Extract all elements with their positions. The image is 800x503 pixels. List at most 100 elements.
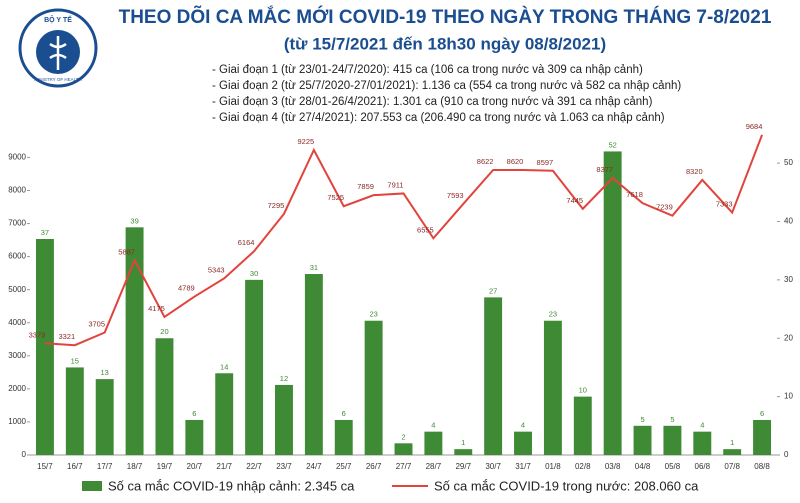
legend-label: Số ca mắc COVID-19 trong nước: 208.060 c… (434, 478, 699, 493)
value-label: 8620 (507, 157, 524, 166)
value-label: 31 (310, 263, 318, 272)
bar (95, 379, 114, 455)
x-tick-label: 24/7 (306, 462, 322, 471)
value-label: 4 (431, 421, 435, 430)
bar (484, 297, 503, 455)
bar (155, 338, 174, 455)
y-tick-label: 6000 (8, 252, 26, 261)
value-label: 7593 (447, 191, 464, 200)
value-label: 3321 (58, 332, 75, 341)
value-label: 8597 (537, 158, 554, 167)
value-label: 14 (220, 362, 228, 371)
bar (334, 419, 353, 455)
value-label: 30 (250, 269, 258, 278)
value-label: 6555 (417, 225, 434, 234)
x-tick-label: 02/8 (575, 462, 591, 471)
value-label: 13 (101, 368, 109, 377)
bar (35, 239, 54, 455)
y-tick-label: 2000 (8, 384, 26, 393)
x-tick-label: 20/7 (187, 462, 203, 471)
value-label: 8377 (596, 165, 613, 174)
bar (693, 431, 712, 455)
value-label: 7295 (268, 201, 285, 210)
value-label: 10 (579, 386, 587, 395)
logo: BỘ Y TẾ MINISTRY OF HEALTH (18, 8, 98, 88)
note: - Giai đoạn 3 (từ 28/01-26/4/2021): 1.30… (212, 96, 653, 108)
value-label: 52 (608, 140, 616, 149)
bar (753, 419, 772, 455)
x-tick-label: 29/7 (455, 462, 471, 471)
y-tick-label: 7000 (8, 219, 26, 228)
value-label: 1 (461, 438, 465, 447)
value-label: 4175 (148, 304, 165, 313)
value-label: 3705 (88, 319, 105, 328)
x-tick-label: 31/7 (515, 462, 531, 471)
value-label: 6164 (238, 238, 255, 247)
value-label: 6 (192, 409, 196, 418)
y-tick-label: 8000 (8, 186, 26, 195)
x-tick-label: 07/8 (724, 462, 740, 471)
value-label: 23 (549, 310, 557, 319)
x-tick-label: 25/7 (336, 462, 352, 471)
value-label: 27 (489, 286, 497, 295)
x-tick-label: 15/7 (37, 462, 53, 471)
y2-tick-label: 30 (784, 275, 793, 284)
bar (633, 425, 652, 455)
x-tick-label: 01/8 (545, 462, 561, 471)
legend-swatch (82, 481, 102, 491)
x-tick-label: 08/8 (754, 462, 770, 471)
value-label: 6 (760, 409, 764, 418)
y-tick-label: 9000 (8, 153, 26, 162)
bar (514, 431, 532, 455)
x-tick-label: 27/7 (396, 462, 412, 471)
value-label: 5 (640, 415, 644, 424)
value-label: 4 (521, 421, 525, 430)
bar (424, 431, 443, 455)
value-label: 15 (71, 356, 79, 365)
x-tick-label: 04/8 (635, 462, 651, 471)
value-label: 37 (41, 228, 49, 237)
value-label: 7618 (626, 190, 643, 199)
y-tick-label: 1000 (8, 417, 26, 426)
value-label: 4789 (178, 284, 195, 293)
value-label: 20 (160, 327, 168, 336)
value-label: 9684 (746, 122, 763, 131)
value-label: 7333 (716, 200, 733, 209)
x-tick-label: 28/7 (426, 462, 442, 471)
bar (543, 320, 562, 455)
y2-tick-label: 40 (784, 217, 793, 226)
bar (663, 425, 682, 455)
x-tick-label: 30/7 (485, 462, 501, 471)
x-tick-label: 05/8 (665, 462, 681, 471)
x-tick-label: 17/7 (97, 462, 113, 471)
bar (65, 367, 84, 455)
x-tick-label: 21/7 (216, 462, 232, 471)
note: - Giai đoạn 1 (từ 23/01-24/7/2020): 415 … (212, 64, 643, 76)
chart-title: THEO DÕI CA MẮC MỚI COVID-19 THEO NGÀY T… (119, 6, 772, 28)
bar (215, 373, 234, 455)
x-tick-label: 19/7 (157, 462, 173, 471)
bar (573, 396, 592, 455)
value-label: 4 (700, 421, 704, 430)
y2-tick-label: 20 (784, 333, 793, 342)
legend-label: Số ca mắc COVID-19 nhập cảnh: 2.345 ca (108, 478, 355, 493)
y-tick-label: 4000 (8, 318, 26, 327)
bar (185, 419, 204, 455)
chart-subtitle: (từ 15/7/2021 đến 18h30 ngày 08/8/2021) (284, 34, 606, 53)
value-label: 7239 (656, 203, 673, 212)
y2-tick-label: 0 (784, 450, 789, 459)
value-label: 7859 (357, 182, 374, 191)
x-tick-label: 18/7 (127, 462, 143, 471)
value-label: 7525 (327, 193, 344, 202)
value-label: 5 (670, 415, 674, 424)
value-label: 2 (401, 432, 405, 441)
value-label: 1 (730, 438, 734, 447)
x-tick-label: 16/7 (67, 462, 83, 471)
logo-text: MINISTRY OF HEALTH (34, 77, 82, 82)
y2-tick-label: 10 (784, 392, 793, 401)
line (44, 134, 763, 347)
bar (275, 384, 293, 455)
logo-text: BỘ Y TẾ (44, 14, 72, 24)
bar (603, 151, 622, 455)
